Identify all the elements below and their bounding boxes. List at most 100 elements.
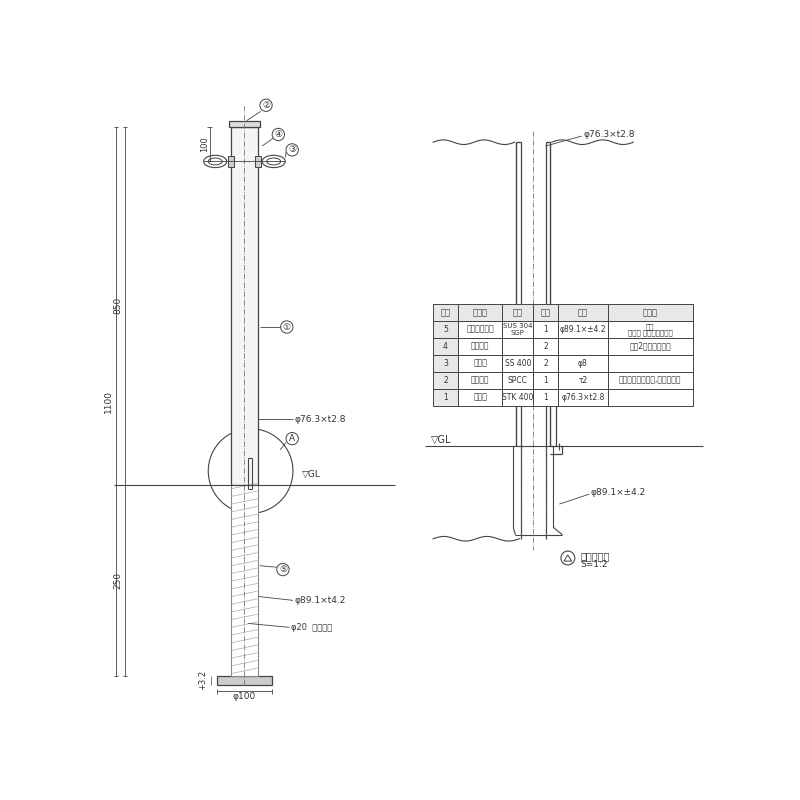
Text: 1: 1 <box>443 393 448 402</box>
Text: φ89.1×±4.2: φ89.1×±4.2 <box>560 325 606 334</box>
Circle shape <box>561 551 574 565</box>
Text: 電気亜邉メッキ後,焼付け塗装: 電気亜邉メッキ後,焼付け塗装 <box>619 376 682 385</box>
Bar <box>558 321 608 338</box>
Text: STK 400: STK 400 <box>502 393 534 402</box>
Text: 1: 1 <box>543 376 548 385</box>
Text: 規格: 規格 <box>578 308 588 317</box>
Ellipse shape <box>262 155 286 168</box>
Bar <box>458 372 502 389</box>
Ellipse shape <box>266 158 281 165</box>
Text: 850: 850 <box>113 297 122 314</box>
Text: フタ: フタ <box>646 323 654 330</box>
Text: 支　柱: 支 柱 <box>473 393 487 402</box>
Bar <box>558 389 608 406</box>
Bar <box>502 354 534 372</box>
Circle shape <box>281 321 293 333</box>
Bar <box>534 321 558 338</box>
Text: 2: 2 <box>543 358 548 368</box>
Text: 250: 250 <box>113 572 122 589</box>
Text: 100: 100 <box>200 136 209 152</box>
Text: +3.2: +3.2 <box>198 670 207 690</box>
Text: 1: 1 <box>543 393 548 402</box>
Bar <box>534 372 558 389</box>
Bar <box>433 321 458 338</box>
Bar <box>502 338 534 354</box>
Text: 番号: 番号 <box>441 308 450 317</box>
Text: ②: ② <box>262 101 270 110</box>
Bar <box>534 354 558 372</box>
Text: ③: ③ <box>288 146 296 154</box>
Text: φ100: φ100 <box>233 692 256 701</box>
Text: 5: 5 <box>443 325 448 334</box>
Text: φ89.1×t4.2: φ89.1×t4.2 <box>294 596 346 605</box>
Bar <box>558 372 608 389</box>
Bar <box>458 321 502 338</box>
Text: 3: 3 <box>443 358 448 368</box>
Bar <box>502 304 534 321</box>
Text: 乾名ゴム: 乾名ゴム <box>471 342 490 350</box>
Text: SS 400: SS 400 <box>505 358 531 368</box>
Bar <box>534 389 558 406</box>
Text: ▽GL: ▽GL <box>302 470 321 478</box>
Text: キャップ: キャップ <box>471 376 490 385</box>
Circle shape <box>277 563 289 576</box>
Bar <box>558 338 608 354</box>
Bar <box>608 354 693 372</box>
Bar <box>227 156 234 167</box>
Bar <box>458 354 502 372</box>
Text: 2: 2 <box>443 376 448 385</box>
Bar <box>502 389 534 406</box>
Ellipse shape <box>204 155 226 168</box>
Bar <box>608 304 693 321</box>
Bar <box>458 338 502 354</box>
Bar <box>230 485 258 676</box>
Bar <box>458 389 502 406</box>
Circle shape <box>260 99 272 111</box>
Text: SGP: SGP <box>511 330 525 336</box>
Bar <box>608 389 693 406</box>
Text: S=1:2: S=1:2 <box>580 561 608 570</box>
Text: 1100: 1100 <box>104 390 113 413</box>
Text: ④: ④ <box>274 130 282 139</box>
Bar <box>608 372 693 389</box>
Text: ▽GL: ▽GL <box>430 435 451 445</box>
Text: フタ付き材管: フタ付き材管 <box>466 325 494 334</box>
Text: φ76.3×t2.8: φ76.3×t2.8 <box>583 130 634 139</box>
Text: φ89.1×±4.2: φ89.1×±4.2 <box>591 488 646 497</box>
Circle shape <box>286 433 298 445</box>
Bar <box>558 354 608 372</box>
Bar <box>433 354 458 372</box>
Bar <box>433 372 458 389</box>
Text: SPCC: SPCC <box>508 376 528 385</box>
Bar <box>608 321 693 338</box>
Circle shape <box>272 128 285 141</box>
Text: 4: 4 <box>443 342 448 350</box>
Bar <box>230 126 258 485</box>
Text: φ8: φ8 <box>578 358 588 368</box>
Text: φ20  末栖を大: φ20 末栖を大 <box>290 622 332 632</box>
Text: φ76.3×t2.8: φ76.3×t2.8 <box>561 393 605 402</box>
Circle shape <box>286 144 298 156</box>
Text: 2: 2 <box>543 342 548 350</box>
Polygon shape <box>564 555 572 561</box>
Text: SUS 304: SUS 304 <box>503 323 533 330</box>
Bar <box>433 389 458 406</box>
Bar <box>502 372 534 389</box>
Text: ①: ① <box>282 322 291 331</box>
Text: 品　名: 品 名 <box>473 308 487 317</box>
Bar <box>229 121 260 126</box>
Text: 部　詳細図: 部 詳細図 <box>580 551 610 562</box>
Bar <box>608 338 693 354</box>
Text: 個数: 個数 <box>541 308 550 317</box>
Bar <box>558 304 608 321</box>
Text: 備　考: 備 考 <box>642 308 658 317</box>
Bar <box>255 156 262 167</box>
Text: A: A <box>289 434 295 443</box>
Text: 表裏2箇所貼り付け: 表裏2箇所貼り付け <box>630 342 671 350</box>
Text: 1: 1 <box>543 325 548 334</box>
Bar <box>433 304 458 321</box>
Text: τ2: τ2 <box>578 376 587 385</box>
Bar <box>433 338 458 354</box>
Bar <box>534 304 558 321</box>
Text: ⑤: ⑤ <box>279 565 287 574</box>
